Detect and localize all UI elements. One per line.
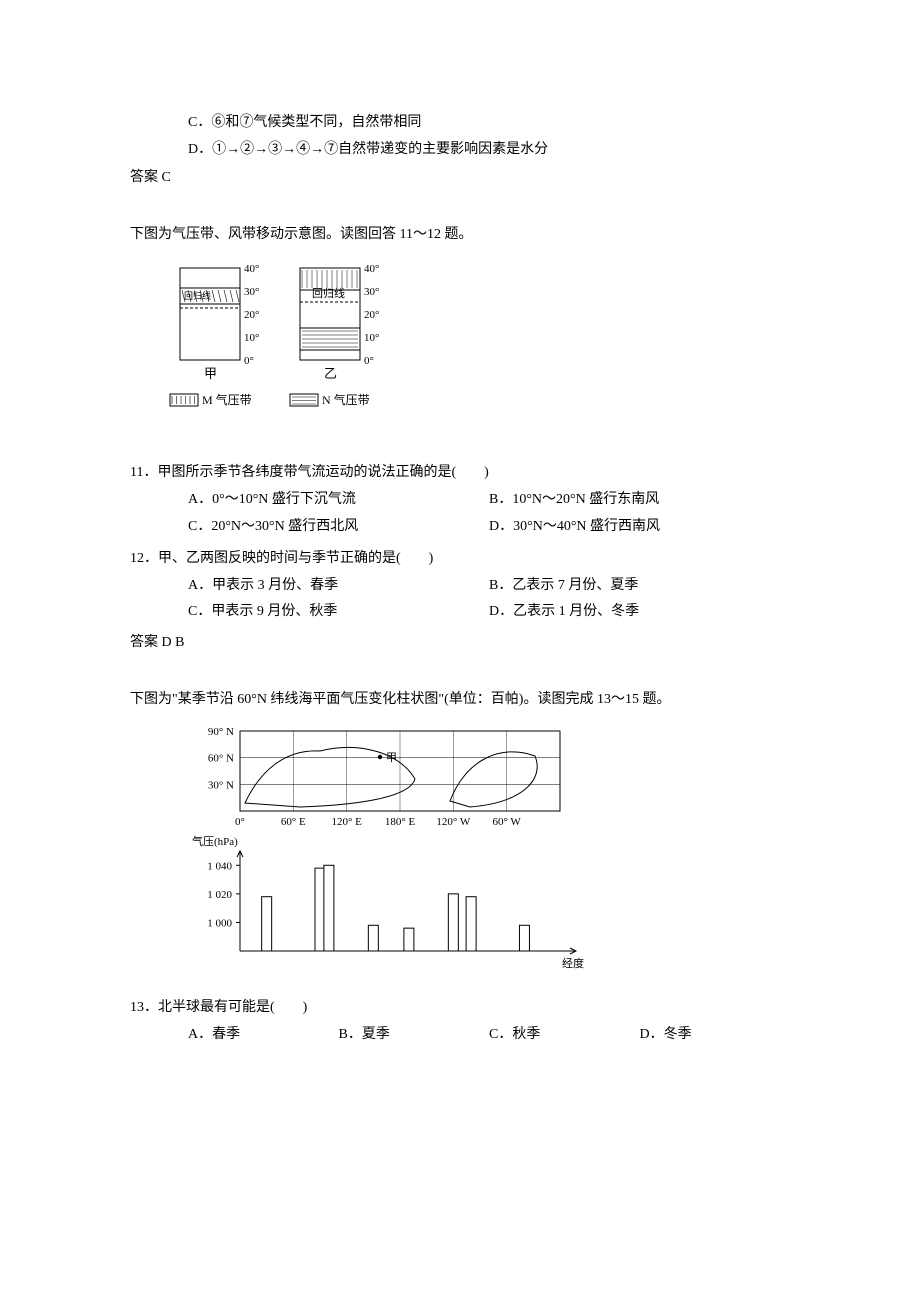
svg-text:M 气压带: M 气压带 <box>202 392 252 407</box>
svg-text:10°: 10° <box>244 332 259 344</box>
svg-text:30° N: 30° N <box>208 779 234 791</box>
svg-text:30°: 30° <box>244 286 259 298</box>
figure-pressure-belts: 回归线 回归线 40° 40° 30° 30° 20° 20° 10° 10° 0° 0° 甲 乙 M 气压… <box>160 258 790 448</box>
svg-text:1 020: 1 020 <box>207 889 232 901</box>
q11-d: D．30°N～40°N 盛行西南风 <box>489 514 790 541</box>
q11-stem: 11．甲图所示季节各纬度带气流运动的说法正确的是( ) <box>130 460 790 487</box>
figure-pressure-chart: 90° N 60° N 30° N 0° 60° E 120° E 180° E 120° W… <box>160 723 790 983</box>
svg-text:20°: 20° <box>244 309 259 321</box>
q13-b: B．夏季 <box>339 1022 490 1049</box>
svg-text:1 040: 1 040 <box>207 860 232 872</box>
svg-text:气压(hPa): 气压(hPa) <box>192 834 238 848</box>
svg-text:60° N: 60° N <box>208 753 234 765</box>
svg-text:40°: 40° <box>364 263 379 275</box>
q12-b: B．乙表示 7 月份、夏季 <box>489 573 790 600</box>
figure-pressure-belts-svg: 回归线 回归线 40° 40° 30° 30° 20° 20° 10° 10° 0° 0° 甲 乙 M 气压… <box>160 258 420 448</box>
q11-options: A．0°～10°N 盛行下沉气流 B．10°N～20°N 盛行东南风 C．20°… <box>130 487 790 540</box>
svg-text:回归线: 回归线 <box>184 290 211 301</box>
svg-text:甲: 甲 <box>204 366 217 381</box>
section2-intro: 下图为"某季节沿 60°N 纬线海平面气压变化柱状图"(单位：百帕)。读图完成 … <box>130 687 790 714</box>
svg-text:0°: 0° <box>244 355 254 367</box>
q11-b: B．10°N～20°N 盛行东南风 <box>489 487 790 514</box>
q10-option-d: D．①→②→③→④→⑦自然带递变的主要影响因素是水分 <box>130 137 790 164</box>
svg-text:N 气压带: N 气压带 <box>322 392 370 407</box>
section1-intro: 下图为气压带、风带移动示意图。读图回答 11～12 题。 <box>130 222 790 249</box>
q12-d: D．乙表示 1 月份、冬季 <box>489 599 790 626</box>
svg-text:60° W: 60° W <box>492 816 521 828</box>
q11-12-answer: 答案 D B <box>130 630 790 657</box>
svg-text:甲: 甲 <box>386 752 397 764</box>
svg-text:180° E: 180° E <box>385 816 416 828</box>
q13-stem: 13．北半球最有可能是( ) <box>130 995 790 1022</box>
q10-option-c: C．⑥和⑦气候类型不同，自然带相同 <box>130 110 790 137</box>
svg-text:0°: 0° <box>364 355 374 367</box>
svg-text:0°: 0° <box>235 816 245 828</box>
q11-c: C．20°N～30°N 盛行西北风 <box>188 514 489 541</box>
svg-text:40°: 40° <box>244 263 259 275</box>
q12-c: C．甲表示 9 月份、秋季 <box>188 599 489 626</box>
svg-text:10°: 10° <box>364 332 379 344</box>
q13-options: A．春季 B．夏季 C．秋季 D．冬季 <box>130 1022 790 1049</box>
svg-text:1 000: 1 000 <box>207 918 232 930</box>
svg-text:乙: 乙 <box>324 366 337 381</box>
svg-text:60° E: 60° E <box>281 816 306 828</box>
figure-pressure-chart-svg: 90° N 60° N 30° N 0° 60° E 120° E 180° E 120° W… <box>160 723 590 983</box>
svg-text:20°: 20° <box>364 309 379 321</box>
q13-c: C．秋季 <box>489 1022 640 1049</box>
svg-text:经度: 经度 <box>562 956 584 970</box>
q13-a: A．春季 <box>188 1022 339 1049</box>
page: C．⑥和⑦气候类型不同，自然带相同 D．①→②→③→④→⑦自然带递变的主要影响因… <box>0 0 920 1302</box>
svg-text:120° W: 120° W <box>436 816 470 828</box>
q11-a: A．0°～10°N 盛行下沉气流 <box>188 487 489 514</box>
svg-text:回归线: 回归线 <box>312 286 345 300</box>
q12-options: A．甲表示 3 月份、春季 B．乙表示 7 月份、夏季 C．甲表示 9 月份、秋… <box>130 573 790 626</box>
svg-text:30°: 30° <box>364 286 379 298</box>
q12-stem: 12．甲、乙两图反映的时间与季节正确的是( ) <box>130 546 790 573</box>
svg-text:120° E: 120° E <box>331 816 362 828</box>
q12-a: A．甲表示 3 月份、春季 <box>188 573 489 600</box>
q13-d: D．冬季 <box>640 1022 791 1049</box>
q10-answer: 答案 C <box>130 165 790 192</box>
svg-text:90° N: 90° N <box>208 726 234 738</box>
